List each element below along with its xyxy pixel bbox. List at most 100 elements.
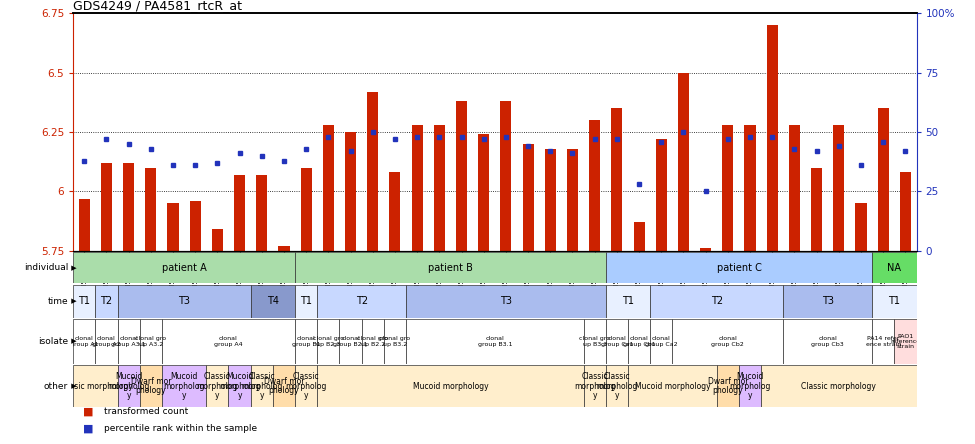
Bar [317, 365, 584, 407]
Text: other: other [44, 381, 68, 391]
Bar [411, 125, 423, 251]
Text: PA14 refer
ence strain: PA14 refer ence strain [866, 336, 901, 347]
Text: individual: individual [23, 263, 68, 272]
Text: isolate: isolate [38, 337, 68, 346]
Bar [228, 365, 251, 407]
Bar [389, 172, 401, 251]
Text: T3: T3 [822, 296, 834, 306]
Text: clonal gro
up B3.3: clonal gro up B3.3 [579, 336, 610, 347]
Bar [855, 203, 867, 251]
Bar [295, 252, 605, 283]
Text: clonal
group A2: clonal group A2 [92, 336, 121, 347]
Text: clonal
group B3.1: clonal group B3.1 [478, 336, 512, 347]
Bar [406, 285, 605, 318]
Text: ▶: ▶ [69, 383, 77, 389]
Bar [96, 285, 118, 318]
Bar [783, 285, 872, 318]
Bar [168, 203, 178, 251]
Bar [678, 73, 689, 251]
Bar [118, 285, 251, 318]
Text: Mucoid morphology: Mucoid morphology [635, 381, 710, 391]
Text: T1: T1 [622, 296, 634, 306]
Bar [611, 108, 622, 251]
Bar [162, 319, 295, 364]
Text: clonal
group B1: clonal group B1 [292, 336, 321, 347]
Bar [295, 319, 317, 364]
Bar [872, 319, 894, 364]
Text: Classic morphology: Classic morphology [58, 381, 133, 391]
Bar [605, 365, 628, 407]
Bar [251, 365, 273, 407]
Text: percentile rank within the sample: percentile rank within the sample [104, 424, 257, 433]
Bar [73, 319, 96, 364]
Text: clonal
group Ca2: clonal group Ca2 [644, 336, 678, 347]
Text: GDS4249 / PA4581_rtcR_at: GDS4249 / PA4581_rtcR_at [73, 0, 242, 12]
Text: Classic
morpholog
y: Classic morpholog y [286, 372, 327, 400]
Bar [323, 125, 333, 251]
Text: transformed count: transformed count [104, 407, 188, 416]
Bar [766, 25, 778, 251]
Text: Dwarf mor
phology: Dwarf mor phology [263, 377, 304, 396]
Bar [362, 319, 384, 364]
Text: Mucoid morphology: Mucoid morphology [412, 381, 488, 391]
Bar [317, 285, 406, 318]
Bar [722, 125, 733, 251]
Text: clonal
group A1: clonal group A1 [70, 336, 98, 347]
Bar [118, 319, 139, 364]
Bar [605, 319, 628, 364]
Bar [673, 319, 783, 364]
Bar [456, 101, 467, 251]
Bar [139, 319, 162, 364]
Bar [434, 125, 445, 251]
Text: Mucoid
morpholog
y: Mucoid morpholog y [108, 372, 149, 400]
Text: T3: T3 [178, 296, 190, 306]
Bar [811, 168, 822, 251]
Bar [256, 175, 267, 251]
Text: Dwarf mor
phology: Dwarf mor phology [131, 377, 171, 396]
Bar [656, 139, 667, 251]
Text: ▶: ▶ [69, 265, 77, 271]
Text: clonal
group A3.1: clonal group A3.1 [111, 336, 146, 347]
Text: clonal
group Ca1: clonal group Ca1 [601, 336, 633, 347]
Bar [584, 319, 605, 364]
Bar [478, 135, 489, 251]
Bar [523, 144, 533, 251]
Text: ■: ■ [83, 424, 94, 433]
Text: patient B: patient B [428, 263, 473, 273]
Text: Classic morphology: Classic morphology [801, 381, 877, 391]
Bar [212, 230, 223, 251]
Bar [317, 319, 339, 364]
Text: ▶: ▶ [69, 338, 77, 345]
Bar [300, 168, 312, 251]
Bar [878, 108, 889, 251]
Bar [872, 285, 916, 318]
Text: Mucoid
morpholog
y: Mucoid morpholog y [219, 372, 260, 400]
Text: Classic
morpholog
y: Classic morpholog y [574, 372, 615, 400]
Bar [605, 285, 650, 318]
Text: T2: T2 [356, 296, 368, 306]
Bar [566, 149, 578, 251]
Text: T1: T1 [300, 296, 312, 306]
Bar [162, 365, 207, 407]
Bar [73, 252, 295, 283]
Text: clonal gro
up B3.2: clonal gro up B3.2 [379, 336, 410, 347]
Bar [234, 175, 245, 251]
Bar [345, 132, 356, 251]
Bar [145, 168, 156, 251]
Text: NA: NA [887, 263, 901, 273]
Bar [295, 285, 317, 318]
Bar [761, 365, 916, 407]
Text: clonal gro
up B2.3: clonal gro up B2.3 [313, 336, 344, 347]
Bar [339, 319, 362, 364]
Bar [739, 365, 761, 407]
Bar [745, 125, 756, 251]
Bar [650, 285, 783, 318]
Bar [207, 365, 228, 407]
Bar [894, 319, 916, 364]
Bar [628, 319, 650, 364]
Text: clonal
group B2.1: clonal group B2.1 [333, 336, 368, 347]
Text: T2: T2 [711, 296, 722, 306]
Bar [605, 252, 872, 283]
Bar [628, 365, 717, 407]
Bar [900, 172, 911, 251]
